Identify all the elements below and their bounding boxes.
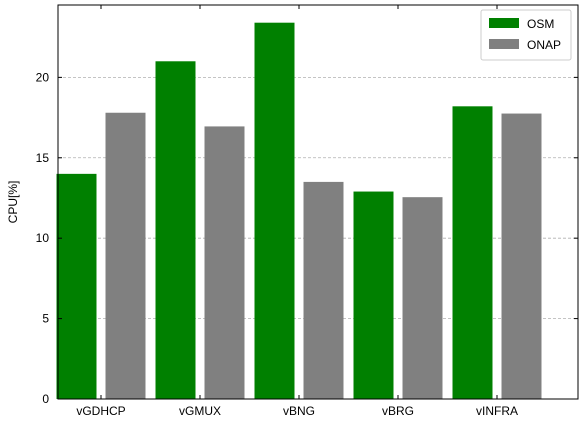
bar-onap-vbrg <box>402 197 443 399</box>
legend-swatch-osm <box>489 18 519 28</box>
bars <box>56 22 542 400</box>
plot-frame <box>57 4 579 400</box>
bar-osm-vinfra <box>452 106 493 400</box>
y-axis-label: CPU[%] <box>6 181 20 224</box>
x-tick-label: vINFRA <box>476 404 518 418</box>
legend-box <box>480 9 572 61</box>
bar-osm-vbrg <box>353 191 394 399</box>
legend-swatch-onap <box>489 39 519 49</box>
y-tick-label: 15 <box>36 151 50 165</box>
y-axis: 0 5 10 15 20 <box>36 70 578 406</box>
bar-osm-vbng <box>254 22 295 400</box>
bar-onap-vbng <box>303 181 344 399</box>
y-tick-label: 0 <box>42 392 49 406</box>
x-tick-label: vGDHCP <box>76 404 125 418</box>
x-tick-label: vGMUX <box>179 404 221 418</box>
bar-onap-vinfra <box>501 113 542 399</box>
bar-onap-vgmux <box>204 126 245 400</box>
x-tick-label: vBRG <box>382 404 414 418</box>
legend: OSM ONAP <box>480 9 572 61</box>
legend-label-osm: OSM <box>527 17 554 31</box>
bar-osm-vgdhcp <box>56 173 97 399</box>
y-tick-label: 5 <box>42 312 49 326</box>
bar-osm-vgmux <box>155 61 196 400</box>
x-tick-label: vBNG <box>283 404 315 418</box>
bar-onap-vgdhcp <box>105 112 146 399</box>
legend-label-onap: ONAP <box>527 38 561 52</box>
x-axis: vGDHCP vGMUX vBNG vBRG vINFRA <box>76 5 518 418</box>
y-tick-label: 20 <box>36 70 50 84</box>
y-tick-label: 10 <box>36 231 50 245</box>
